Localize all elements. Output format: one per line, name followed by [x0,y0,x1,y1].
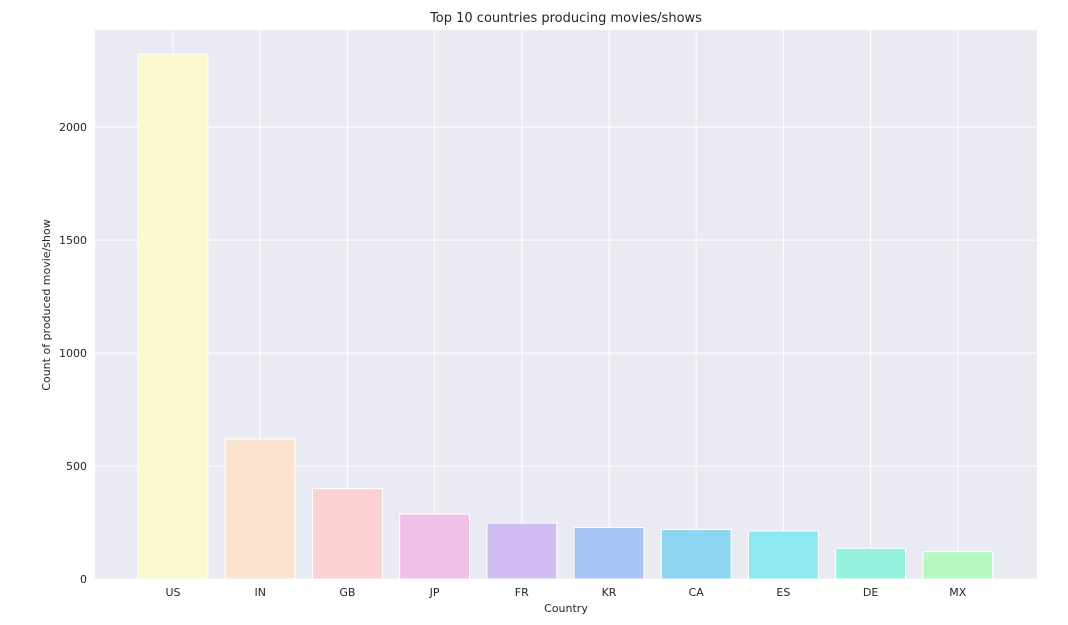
x-tick-label: US [165,586,180,599]
bar-de [835,547,907,580]
x-tick-label: IN [254,586,265,599]
x-tick-label: ES [776,586,790,599]
bar-mx [922,551,994,580]
y-axis-label: Count of produced movie/show [40,219,53,390]
x-tick-label: KR [602,586,617,599]
bar-jp [399,513,471,580]
bars [137,53,994,580]
y-tick-label: 1000 [59,347,87,360]
y-tick-label: 1500 [59,234,87,247]
y-tick-label: 0 [80,573,87,586]
bar-us [137,53,209,580]
x-axis-label: Country [544,602,588,615]
bar-gb [312,488,383,580]
bar-kr [573,526,645,580]
bar-in [224,438,296,580]
x-tick-labels: US IN GB JP FR KR CA ES DE MX [165,586,966,599]
x-tick-label: JP [429,586,440,599]
bar-es [748,530,819,580]
y-tick-label: 500 [66,460,87,473]
bar-fr [486,522,558,580]
chart-title: Top 10 countries producing movies/shows [429,11,702,26]
x-tick-label: MX [949,586,966,599]
bar-ca [660,529,732,580]
grid-lines [95,30,1037,580]
y-tick-labels: 0 500 1000 1500 2000 [59,121,87,586]
x-tick-label: GB [339,586,355,599]
y-tick-label: 2000 [59,121,87,134]
x-tick-label: CA [689,586,705,599]
x-tick-label: FR [515,586,529,599]
x-tick-label: DE [863,586,878,599]
